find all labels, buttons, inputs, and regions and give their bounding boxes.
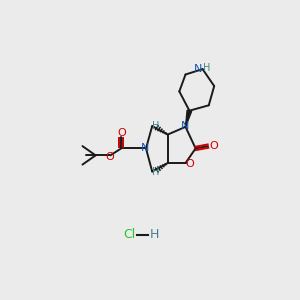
Text: N: N xyxy=(181,121,190,131)
Text: N: N xyxy=(194,64,202,74)
Text: O: O xyxy=(118,128,126,138)
Text: N: N xyxy=(141,143,149,153)
Text: O: O xyxy=(209,141,218,151)
Text: H: H xyxy=(152,167,159,176)
Text: O: O xyxy=(105,152,114,162)
Text: H: H xyxy=(152,121,159,131)
Polygon shape xyxy=(185,110,192,127)
Text: H: H xyxy=(150,228,159,241)
Text: O: O xyxy=(185,159,194,169)
Text: Cl: Cl xyxy=(123,228,135,241)
Text: H: H xyxy=(203,63,211,73)
